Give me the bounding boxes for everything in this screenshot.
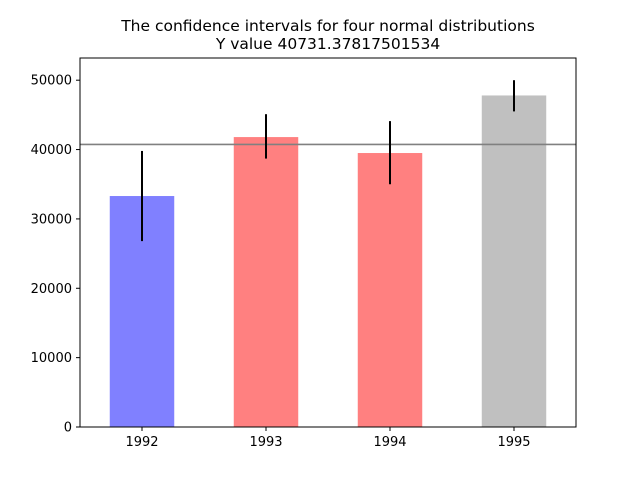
y-tick-label: 50000 [31,74,72,89]
error-bars-layer [141,80,515,242]
x-axis: 1992 1993 1994 1995 [125,427,531,450]
y-tick-label: 10000 [31,351,72,366]
bar-1995 [481,95,547,427]
bars-layer [109,95,547,428]
chart-subtitle: Y value 40731.37817501534 [215,35,440,53]
x-tick-label: 1994 [373,435,406,450]
y-tick-label: 30000 [31,212,72,227]
chart-title: The confidence intervals for four normal… [120,17,535,35]
bar-1994 [357,153,423,428]
y-tick-label: 40000 [31,143,72,158]
bar-1993 [233,137,299,428]
y-axis: 0 10000 20000 30000 40000 50000 [31,74,80,436]
x-tick-label: 1992 [125,435,158,450]
x-tick-label: 1993 [249,435,282,450]
y-tick-label: 0 [64,421,72,436]
x-tick-label: 1995 [497,435,530,450]
axes-frame [79,57,577,428]
y-tick-label: 20000 [31,282,72,297]
